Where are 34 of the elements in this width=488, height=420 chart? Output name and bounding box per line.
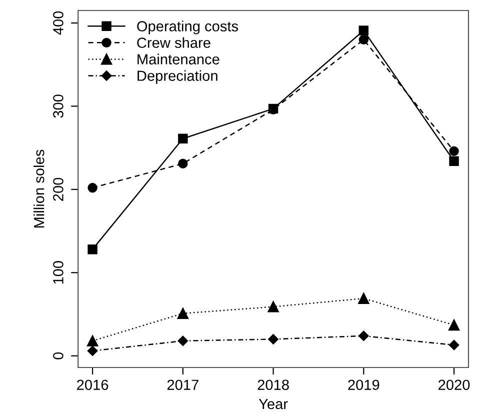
x-tick-label: 2020 bbox=[438, 380, 470, 390]
point bbox=[448, 320, 460, 331]
legend-label: Crew share bbox=[137, 37, 210, 48]
point bbox=[178, 336, 188, 346]
point bbox=[358, 330, 369, 341]
point bbox=[268, 301, 279, 312]
point bbox=[178, 158, 188, 168]
y-tick-label: 300 bbox=[53, 94, 64, 118]
point bbox=[177, 308, 188, 319]
y-tick-label: 400 bbox=[53, 11, 64, 35]
point bbox=[358, 34, 369, 44]
point bbox=[88, 244, 98, 254]
point bbox=[449, 146, 459, 156]
y-axis-title: Million soles bbox=[34, 150, 44, 228]
point bbox=[448, 340, 460, 350]
y-tick-label: 100 bbox=[53, 261, 64, 284]
y-tick-label: 200 bbox=[53, 178, 64, 201]
x-tick-label: 2018 bbox=[258, 380, 289, 390]
point bbox=[358, 26, 369, 36]
legend-label: Maintenance bbox=[138, 54, 220, 64]
point bbox=[268, 334, 278, 344]
point bbox=[178, 134, 188, 144]
point bbox=[449, 156, 459, 166]
legend-label: Operating costs bbox=[137, 20, 238, 34]
point bbox=[358, 292, 370, 304]
x-tick-label: 2017 bbox=[167, 380, 198, 390]
y-tick-label: 0 bbox=[53, 352, 64, 360]
x-tick-label: 2019 bbox=[348, 380, 380, 390]
point bbox=[86, 335, 98, 346]
x-tick-label: 2016 bbox=[77, 380, 108, 390]
point bbox=[88, 182, 98, 193]
point bbox=[87, 346, 98, 356]
legend-label: Depreciation bbox=[138, 70, 218, 84]
x-axis-title: Year bbox=[258, 398, 288, 410]
